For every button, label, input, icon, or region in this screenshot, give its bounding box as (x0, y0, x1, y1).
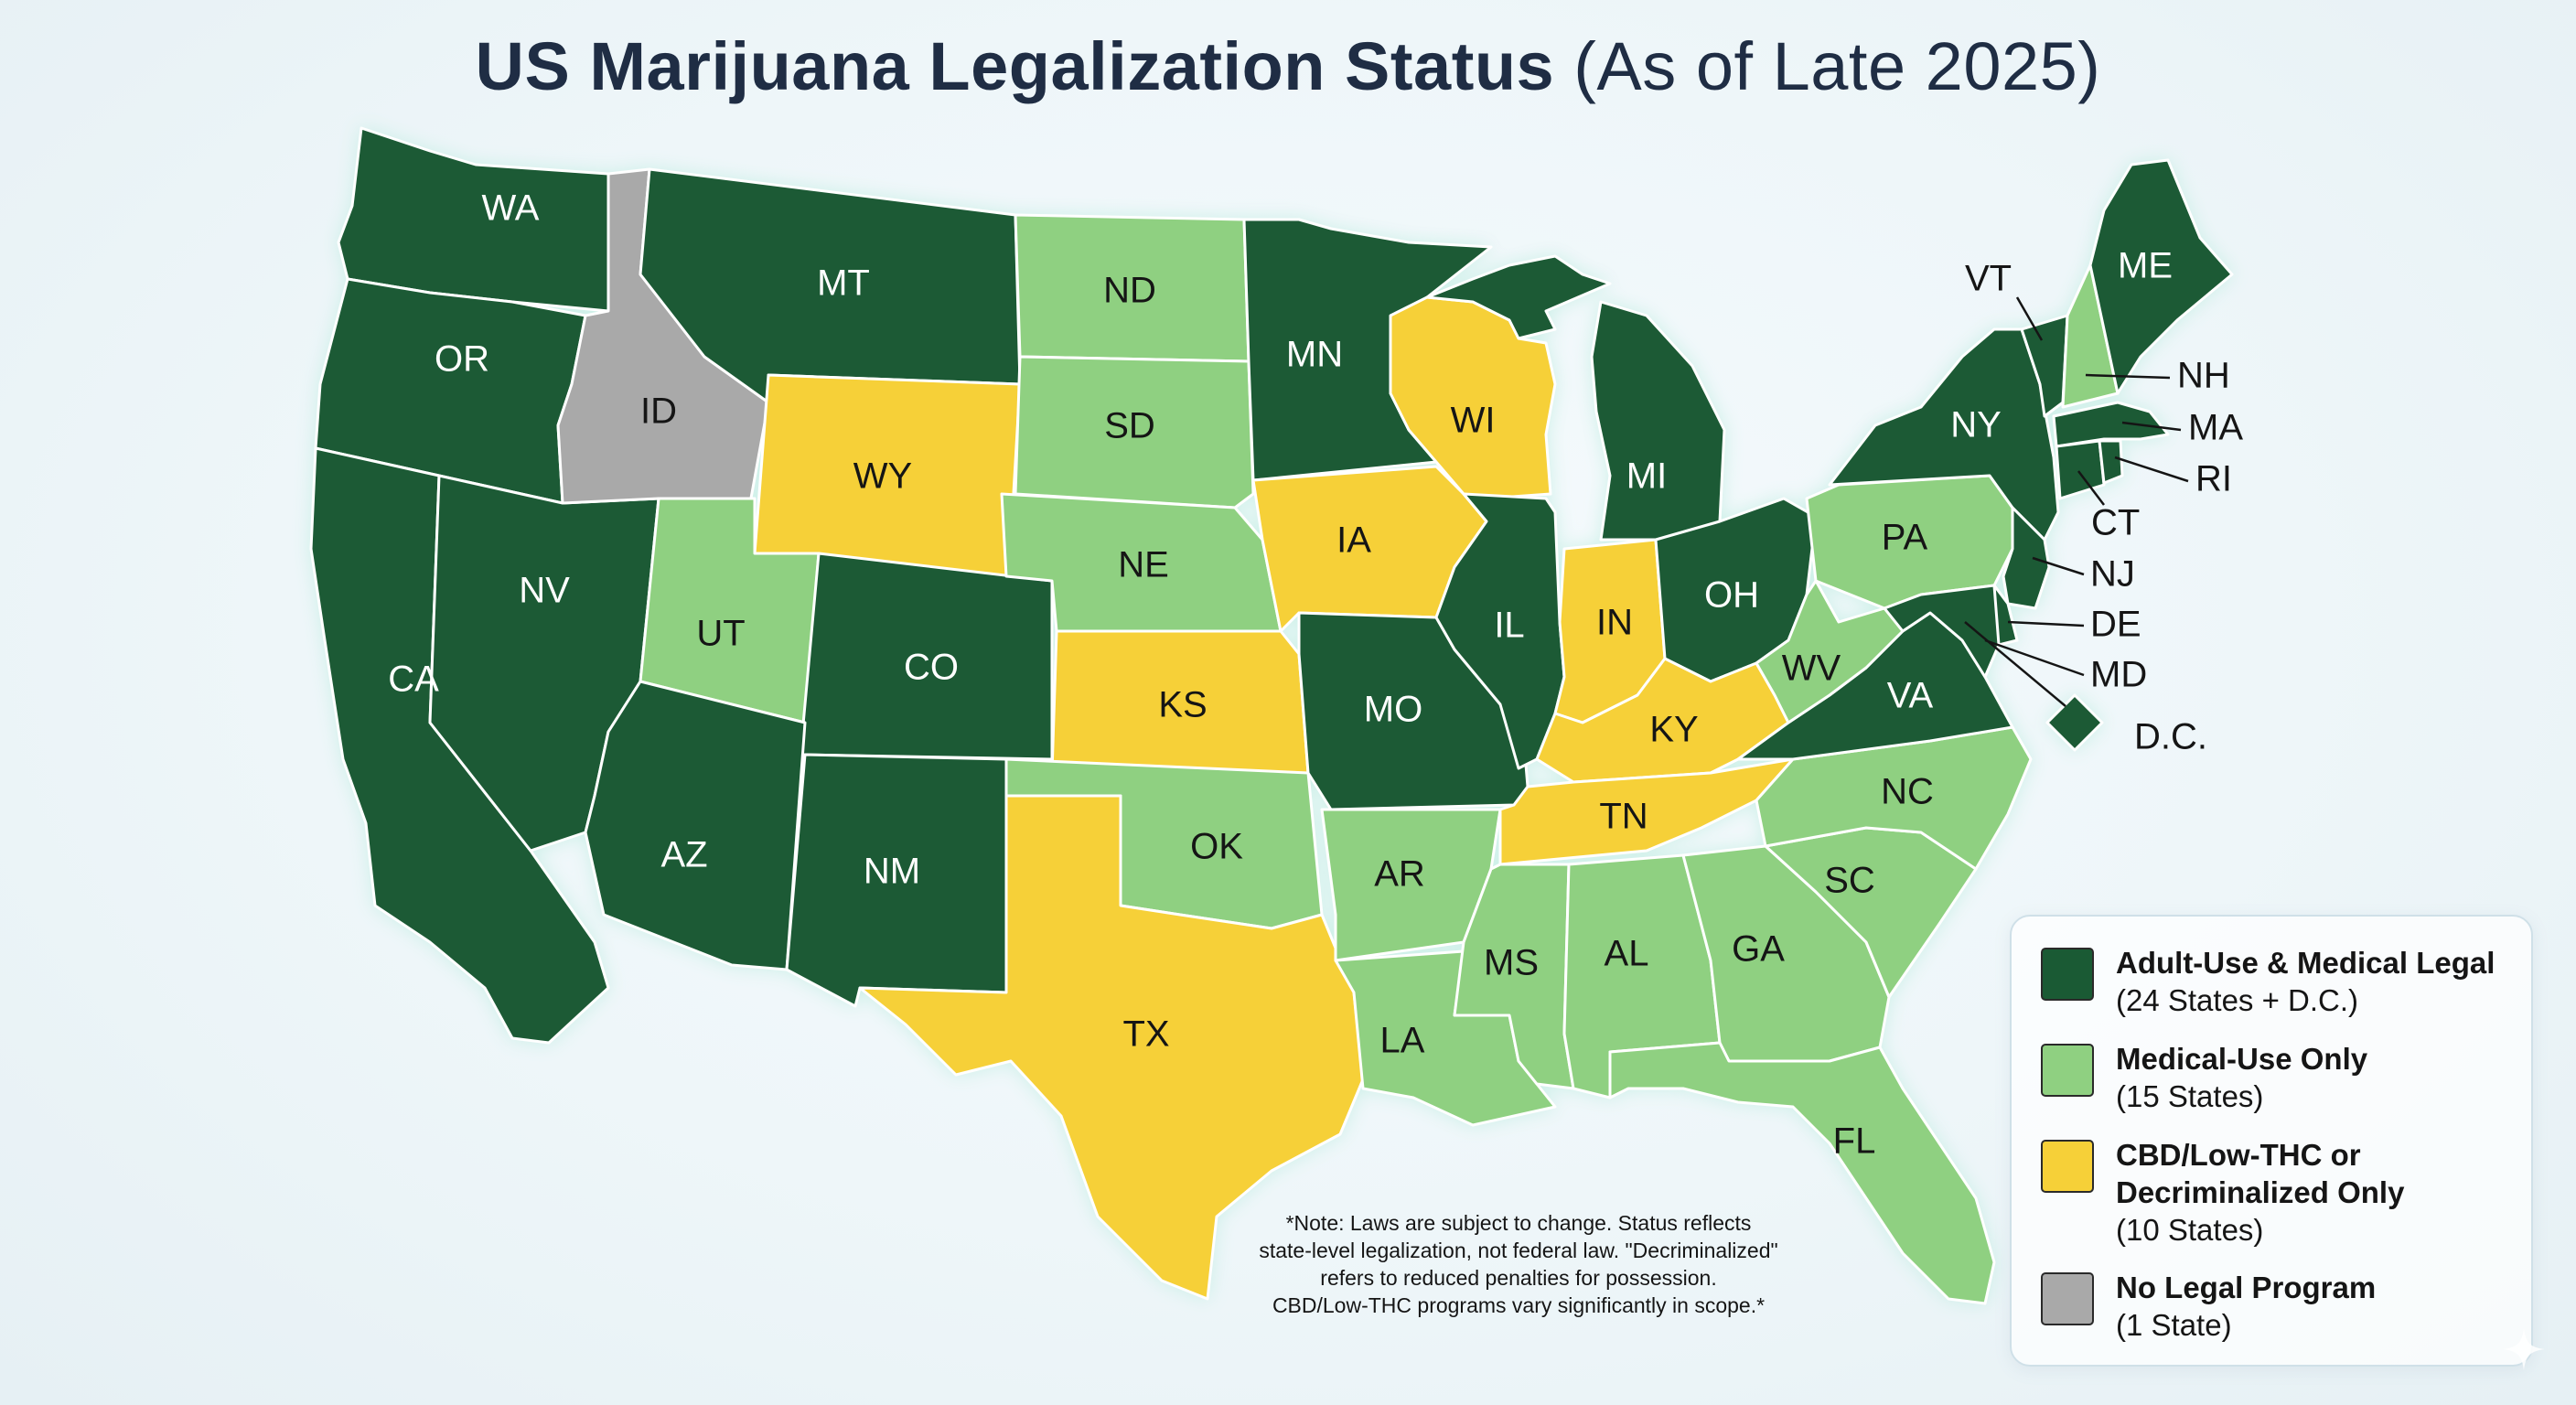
legend-label-cbd-line1: CBD/Low-THC or (2116, 1138, 2361, 1172)
label-AZ: AZ (660, 835, 707, 875)
leader-NJ (2032, 556, 2085, 576)
label-OR: OR (435, 339, 489, 380)
swatch-medical (2041, 1044, 2094, 1097)
label-FL: FL (1833, 1121, 1876, 1162)
legend-label-adult-use: Adult-Use & Medical Legal (2116, 946, 2496, 980)
label-WI: WI (1451, 401, 1496, 441)
footnote-line-2: state-level legalization, not federal la… (1259, 1239, 1778, 1262)
label-NM: NM (864, 852, 920, 892)
leader-MA (2121, 421, 2182, 432)
legend-label-cbd-line2: Decriminalized Only (2116, 1175, 2405, 1209)
state-AZ[interactable] (584, 680, 807, 971)
label-PA: PA (1882, 518, 1928, 558)
label-RI: RI (2195, 459, 2232, 499)
label-CT: CT (2091, 503, 2140, 543)
footnote: *Note: Laws are subject to change. Statu… (1217, 1209, 1820, 1319)
leader-DC (1964, 621, 2066, 707)
label-OK: OK (1190, 827, 1243, 867)
legend-label-none: No Legal Program (2116, 1271, 2377, 1304)
label-WA: WA (482, 188, 540, 229)
label-VT: VT (1965, 259, 2012, 299)
label-NJ: NJ (2090, 554, 2135, 595)
label-TN: TN (1599, 797, 1648, 837)
leader-MD (1984, 638, 2085, 677)
state-WV[interactable] (1755, 579, 1905, 724)
leader-VT (2015, 296, 2044, 341)
state-MD[interactable] (1883, 584, 2001, 679)
swatch-adult-use (2041, 948, 2094, 1001)
label-IN: IN (1596, 603, 1633, 643)
label-MN: MN (1286, 335, 1343, 375)
legend-count-adult-use: (24 States + D.C.) (2116, 983, 2359, 1017)
label-NY: NY (1950, 405, 2002, 445)
label-KS: KS (1158, 685, 1207, 725)
legend-count-cbd: (10 States) (2116, 1213, 2264, 1247)
label-VA: VA (1887, 676, 1934, 716)
label-MI: MI (1626, 456, 1667, 497)
label-AR: AR (1374, 854, 1425, 895)
label-NV: NV (519, 571, 570, 611)
state-NJ[interactable] (2002, 506, 2051, 610)
legend-label-medical: Medical-Use Only (2116, 1042, 2368, 1076)
swatch-cbd (2041, 1140, 2094, 1193)
leader-RI (2114, 456, 2189, 483)
label-CA: CA (388, 660, 439, 700)
sparkle-icon (2503, 1328, 2545, 1370)
state-IL[interactable] (1434, 492, 1566, 770)
legend: Adult-Use & Medical Legal (24 States + D… (2010, 915, 2533, 1367)
footnote-line-4: CBD/Low-THC programs vary significantly … (1272, 1293, 1766, 1317)
label-ID: ID (640, 391, 677, 432)
label-AL: AL (1605, 934, 1649, 974)
label-KY: KY (1649, 710, 1698, 750)
label-ME: ME (2118, 246, 2173, 286)
swatch-none (2041, 1272, 2094, 1325)
label-NE: NE (1118, 545, 1169, 585)
label-WY: WY (853, 456, 912, 497)
state-DC[interactable] (2045, 693, 2104, 752)
label-IA: IA (1336, 520, 1371, 561)
label-NH: NH (2177, 356, 2230, 396)
label-WV: WV (1782, 649, 1841, 689)
footnote-line-1: *Note: Laws are subject to change. Statu… (1285, 1211, 1752, 1235)
label-DC: D.C. (2134, 717, 2207, 757)
state-TX[interactable] (858, 794, 1365, 1301)
legend-count-medical: (15 States) (2116, 1079, 2264, 1113)
label-IL: IL (1494, 606, 1524, 646)
label-SD: SD (1104, 406, 1155, 446)
label-MS: MS (1484, 943, 1539, 983)
label-DE: DE (2090, 605, 2141, 645)
map-title: US Marijuana Legalization Status (As of … (0, 27, 2576, 105)
label-LA: LA (1380, 1021, 1425, 1061)
label-MD: MD (2090, 655, 2147, 695)
legend-item-none: No Legal Program (1 State) (2041, 1269, 2376, 1344)
legend-item-cbd: CBD/Low-THC or Decriminalized Only (10 S… (2041, 1136, 2404, 1249)
label-ND: ND (1103, 271, 1156, 311)
leader-DE (2007, 620, 2085, 627)
footnote-line-3: refers to reduced penalties for possessi… (1320, 1266, 1717, 1290)
label-TX: TX (1122, 1014, 1169, 1055)
title-subtitle: (As of Late 2025) (1573, 28, 2101, 104)
legend-item-adult-use: Adult-Use & Medical Legal (24 States + D… (2041, 944, 2495, 1019)
label-NC: NC (1881, 772, 1934, 812)
state-FL[interactable] (1608, 1041, 1996, 1305)
leader-CT (2077, 470, 2105, 506)
label-SC: SC (1824, 861, 1875, 901)
label-MT: MT (817, 263, 870, 304)
state-CT[interactable] (2055, 439, 2106, 500)
label-MO: MO (1364, 690, 1422, 730)
leader-NH (2085, 373, 2171, 380)
label-UT: UT (696, 614, 745, 654)
label-OH: OH (1704, 575, 1759, 616)
title-main: US Marijuana Legalization Status (475, 28, 1555, 104)
label-CO: CO (904, 648, 959, 688)
state-SD[interactable] (1014, 355, 1255, 509)
legend-count-none: (1 State) (2116, 1308, 2232, 1342)
label-GA: GA (1732, 929, 1785, 970)
label-MA: MA (2188, 408, 2243, 448)
state-ME[interactable] (2088, 158, 2234, 395)
state-RI[interactable] (2098, 439, 2124, 485)
legend-item-medical: Medical-Use Only (15 States) (2041, 1040, 2367, 1115)
state-VT[interactable] (2020, 314, 2069, 418)
